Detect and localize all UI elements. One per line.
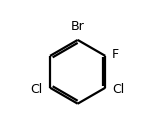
Text: Br: Br (71, 20, 85, 33)
Text: Cl: Cl (30, 83, 42, 96)
Text: F: F (112, 48, 119, 61)
Text: Cl: Cl (113, 83, 125, 96)
